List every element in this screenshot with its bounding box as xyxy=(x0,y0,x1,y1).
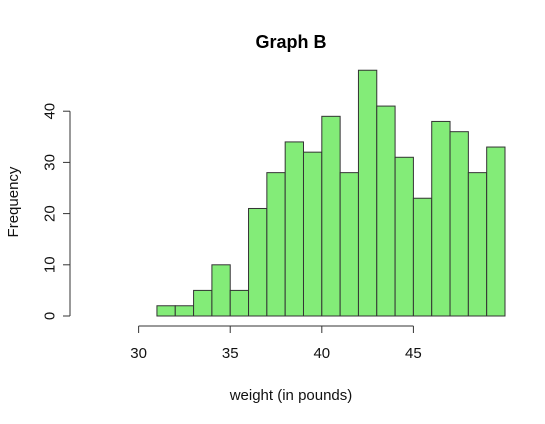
bars-group xyxy=(156,69,506,317)
histogram-bar xyxy=(284,141,304,317)
histogram-bar xyxy=(321,115,341,317)
histogram-bar xyxy=(376,105,396,317)
y-tick-label: 30 xyxy=(42,154,59,171)
y-axis: 0 10 20 30 40 xyxy=(42,103,71,320)
x-tick-label: 30 xyxy=(130,345,147,362)
histogram-bar xyxy=(266,172,286,317)
histogram-bar xyxy=(412,197,433,317)
histogram-bar xyxy=(449,131,469,317)
histogram-bar xyxy=(174,305,195,317)
y-tick-label: 20 xyxy=(42,205,59,222)
histogram-bar xyxy=(248,207,268,317)
y-axis-title: Frequency xyxy=(5,166,22,237)
y-tick-label: 0 xyxy=(42,312,59,320)
histogram-bar xyxy=(357,69,378,317)
histogram-bar xyxy=(467,172,488,317)
histogram-bar xyxy=(339,172,359,317)
y-tick-label: 40 xyxy=(42,103,59,120)
histogram-bar xyxy=(486,146,506,317)
histogram-bar xyxy=(302,151,323,317)
x-axis: 30 35 40 45 xyxy=(130,325,422,362)
x-tick-label: 40 xyxy=(313,345,330,362)
histogram-bar xyxy=(156,305,176,317)
histogram-bar xyxy=(431,120,451,317)
histogram-bar xyxy=(229,289,250,317)
x-tick-label: 35 xyxy=(222,345,239,362)
histogram-bar xyxy=(394,156,414,317)
x-tick-label: 45 xyxy=(405,345,422,362)
chart-title: Graph B xyxy=(255,32,326,52)
x-axis-title: weight (in pounds) xyxy=(229,387,353,404)
histogram-bar xyxy=(211,264,231,317)
y-tick-label: 10 xyxy=(42,256,59,273)
histogram-bar xyxy=(193,289,213,317)
